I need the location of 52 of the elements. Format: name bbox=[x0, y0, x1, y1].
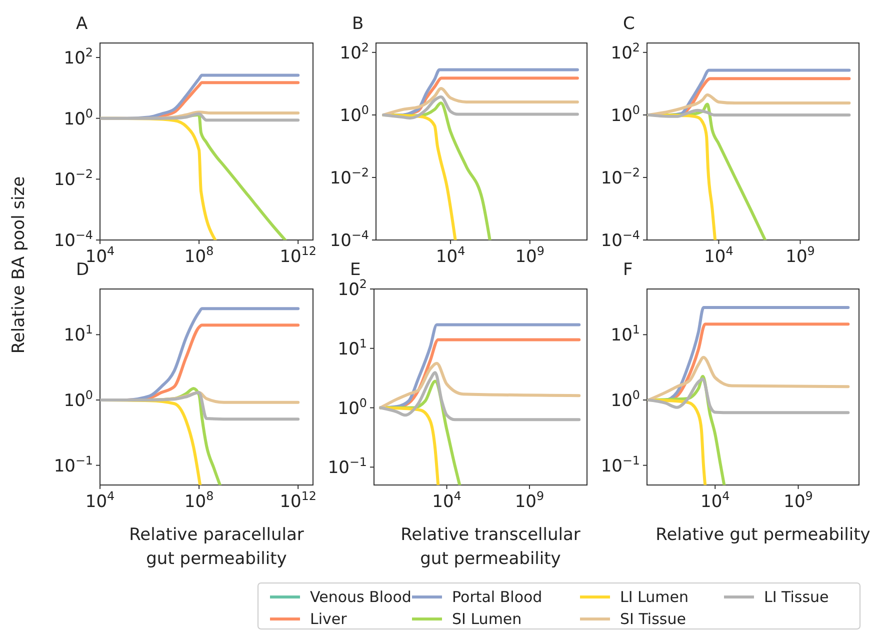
y-axis-title: Relative BA pool size bbox=[9, 176, 29, 354]
y-tick-label: 10$^{1}$ bbox=[610, 322, 640, 346]
x-axis-title: Relative gut permeability bbox=[656, 525, 870, 545]
y-tick-label: 10$^{−1}$ bbox=[328, 455, 367, 478]
x-tick-label: 10$^{12}$ bbox=[280, 244, 316, 267]
legend-label: Liver bbox=[310, 610, 348, 628]
x-tick-label: 10$^{4}$ bbox=[85, 489, 115, 512]
x-tick-label: 10$^{4}$ bbox=[436, 244, 466, 267]
legend-label: LI Lumen bbox=[620, 588, 688, 606]
chart-title: E bbox=[350, 260, 361, 280]
x-axis-title: Relative paracellular gut permeability bbox=[129, 525, 304, 569]
legend-label: SI Tissue bbox=[620, 610, 686, 628]
legend-label: LI Tissue bbox=[764, 588, 829, 606]
y-tick-label: 10$^{0}$ bbox=[610, 388, 640, 411]
x-tick-label: 10$^{4}$ bbox=[700, 489, 730, 512]
y-tick-label: 10$^{−4}$ bbox=[600, 228, 640, 251]
y-tick-label: 10$^{0}$ bbox=[64, 388, 93, 411]
y-tick-label: 10$^{−2}$ bbox=[54, 167, 93, 190]
chart-title: D bbox=[76, 260, 90, 280]
x-axis-title: Relative transcellular gut permeability bbox=[400, 525, 580, 569]
x-tick-label: 10$^{4}$ bbox=[432, 489, 462, 512]
legend-label: Venous Blood bbox=[310, 588, 412, 606]
y-tick-label: 10$^{−4}$ bbox=[330, 228, 369, 251]
y-tick-label: 10$^{−1}$ bbox=[600, 453, 640, 476]
y-tick-label: 10$^{1}$ bbox=[338, 336, 367, 360]
x-tick-label: 10$^{9}$ bbox=[515, 244, 544, 267]
chart-title: A bbox=[76, 14, 88, 34]
chart-title: C bbox=[623, 14, 635, 34]
y-tick-label: 10$^{2}$ bbox=[64, 46, 93, 69]
legend-label: Portal Blood bbox=[452, 588, 542, 606]
x-tick-label: 10$^{9}$ bbox=[786, 244, 815, 267]
chart-title: F bbox=[623, 260, 633, 280]
y-tick-label: 10$^{0}$ bbox=[338, 396, 367, 419]
x-tick-label: 10$^{4}$ bbox=[704, 244, 734, 267]
y-tick-label: 10$^{0}$ bbox=[610, 102, 640, 126]
y-tick-label: 10$^{2}$ bbox=[610, 40, 640, 64]
x-tick-label: 10$^{8}$ bbox=[184, 489, 214, 512]
y-tick-label: 10$^{−1}$ bbox=[54, 453, 93, 476]
y-tick-label: 10$^{−2}$ bbox=[330, 165, 369, 188]
x-tick-label: 10$^{8}$ bbox=[184, 244, 214, 267]
x-tick-label: 10$^{12}$ bbox=[280, 489, 316, 512]
y-tick-label: 10$^{1}$ bbox=[64, 322, 93, 346]
y-tick-label: 10$^{0}$ bbox=[340, 102, 369, 126]
y-tick-label: 10$^{−2}$ bbox=[600, 165, 640, 188]
y-tick-label: 10$^{0}$ bbox=[64, 106, 93, 130]
y-tick-label: 10$^{2}$ bbox=[340, 40, 369, 64]
y-tick-label: 10$^{2}$ bbox=[338, 277, 367, 300]
y-tick-label: 10$^{−4}$ bbox=[54, 228, 93, 251]
x-tick-label: 10$^{9}$ bbox=[784, 489, 813, 512]
legend-label: SI Lumen bbox=[452, 610, 522, 628]
chart-title: B bbox=[352, 14, 364, 34]
x-tick-label: 10$^{9}$ bbox=[514, 489, 544, 512]
